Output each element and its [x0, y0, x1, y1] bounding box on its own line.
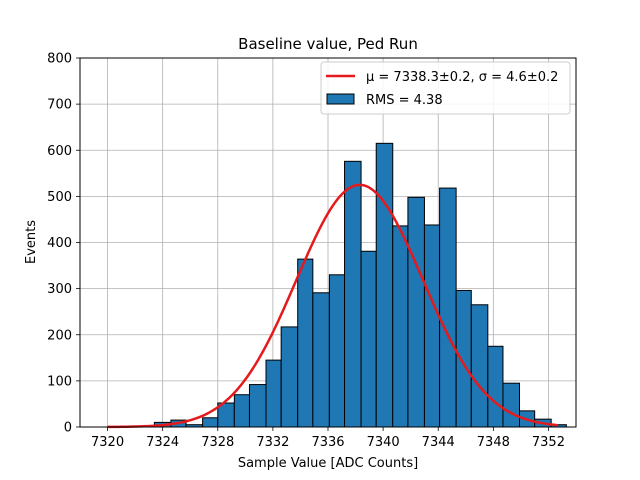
histogram-bar: [502, 382, 521, 428]
legend: μ = 7338.3±0.2, σ = 4.6±0.2 RMS = 4.38: [320, 61, 571, 115]
histogram-bar: [487, 345, 504, 428]
x-tick-label: 7332: [256, 435, 289, 450]
gaussian-fit-curve: [107, 183, 559, 429]
histogram-bar: [360, 250, 377, 428]
x-tick-label: 7336: [311, 435, 344, 450]
legend-histogram-label: RMS = 4.38: [366, 93, 443, 108]
histogram-bar: [328, 274, 346, 428]
y-tick-label: 300: [47, 282, 72, 297]
histogram-bar: [280, 326, 299, 428]
y-tick-label: 500: [47, 190, 72, 205]
x-tick-label: 7320: [91, 435, 124, 450]
histogram-bar: [392, 225, 409, 428]
y-tick-label: 800: [47, 52, 72, 67]
histogram-bar: [265, 359, 282, 428]
y-tick-label: 100: [47, 374, 72, 389]
legend-box: [320, 61, 571, 115]
x-axis-ticks: 7320 7324 7328 7332 7336 7340 7344 7348 7352: [91, 427, 565, 450]
y-tick-label: 0: [64, 421, 72, 436]
histogram-bar: [470, 304, 489, 428]
x-tick-label: 7348: [477, 435, 510, 450]
x-tick-label: 7328: [201, 435, 234, 450]
histogram-bar: [233, 394, 250, 428]
legend-histogram-swatch: [326, 93, 355, 105]
y-axis-label: Events: [24, 220, 39, 264]
histogram-bar: [423, 224, 441, 428]
y-tick-label: 700: [47, 98, 72, 113]
x-tick-label: 7344: [422, 435, 455, 450]
y-tick-label: 200: [47, 328, 72, 343]
histogram-bar: [375, 142, 394, 428]
x-tick-label: 7340: [367, 435, 400, 450]
x-tick-label: 7324: [146, 435, 179, 450]
y-tick-label: 600: [47, 144, 72, 159]
histogram-bar: [455, 289, 472, 428]
x-axis-label: Sample Value [ADC Counts]: [238, 456, 418, 471]
histogram-bar: [297, 258, 314, 428]
fit-curve-group: [107, 183, 559, 429]
chart-title: Baseline value, Ped Run: [238, 35, 418, 53]
x-tick-label: 7352: [532, 435, 565, 450]
y-tick-label: 400: [47, 236, 72, 251]
histogram-bar: [202, 417, 219, 428]
histogram-bar: [407, 196, 425, 428]
legend-fit-label: μ = 7338.3±0.2, σ = 4.6±0.2: [366, 70, 558, 85]
histogram-bar: [248, 384, 267, 428]
histogram-bar: [439, 187, 457, 428]
y-axis-ticks: 0 100 200 300 400 500 600 700 800: [47, 52, 80, 436]
histogram-bar: [312, 292, 330, 428]
histogram-bar: [344, 160, 362, 428]
